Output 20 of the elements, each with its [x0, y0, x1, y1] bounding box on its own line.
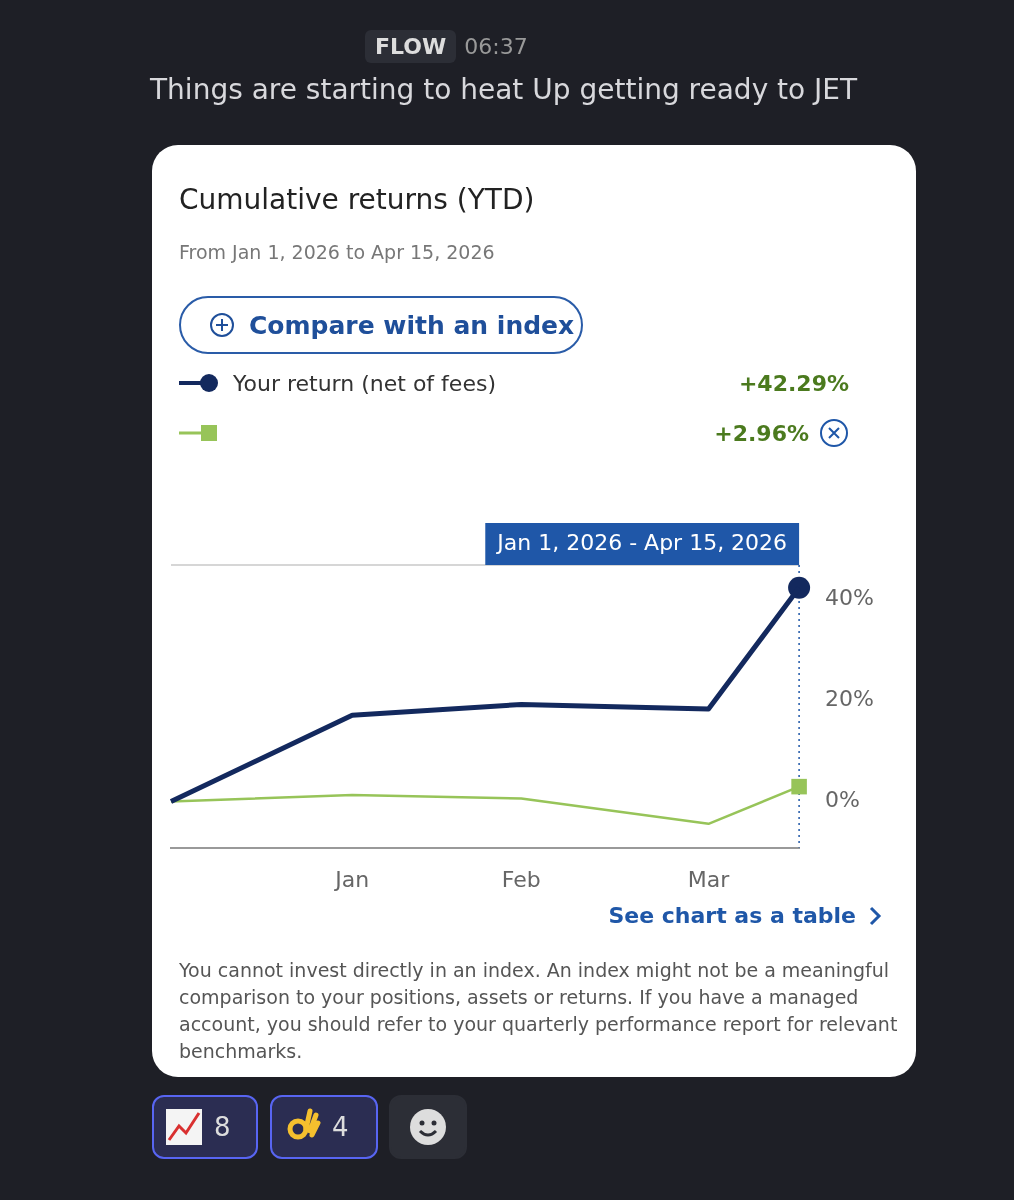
- text: +42.29%: [738, 370, 849, 396]
- text: Compare with an index: [249, 310, 575, 340]
- chart-title: Cumulative returns (YTD): [179, 183, 535, 216]
- text: 8: [214, 1112, 231, 1142]
- x-tick-label: Mar: [687, 866, 731, 892]
- y-tick-label: 40%: [825, 585, 875, 611]
- text: See chart as a table: [608, 903, 856, 928]
- ref-line-label: Jan 1, 2026 - Apr 15, 2026: [495, 529, 788, 555]
- y-tick-label: 0%: [825, 787, 861, 813]
- x-tick-label: Feb: [501, 866, 541, 892]
- text: FLOW: [365, 30, 457, 63]
- y-tick-label: 20%: [825, 686, 875, 712]
- legend-label: Your return (net of fees): [233, 370, 496, 396]
- text: +2.96%: [714, 420, 809, 446]
- text: You cannot invest directly in an index. An index might not be a meaningful comparison to your positions, assets or returns. If you have a managed account, you should refer to your quarterly performance report for relevant benchmarks.: [179, 958, 899, 1064]
- text: 4: [332, 1112, 349, 1142]
- text: Things are starting to heat Up getting ready to JET: [150, 73, 858, 106]
- x-tick-label: Jan: [333, 866, 370, 892]
- text: 06:37: [464, 34, 528, 59]
- chart-subtitle: From Jan 1, 2026 to Apr 15, 2026: [179, 241, 495, 263]
